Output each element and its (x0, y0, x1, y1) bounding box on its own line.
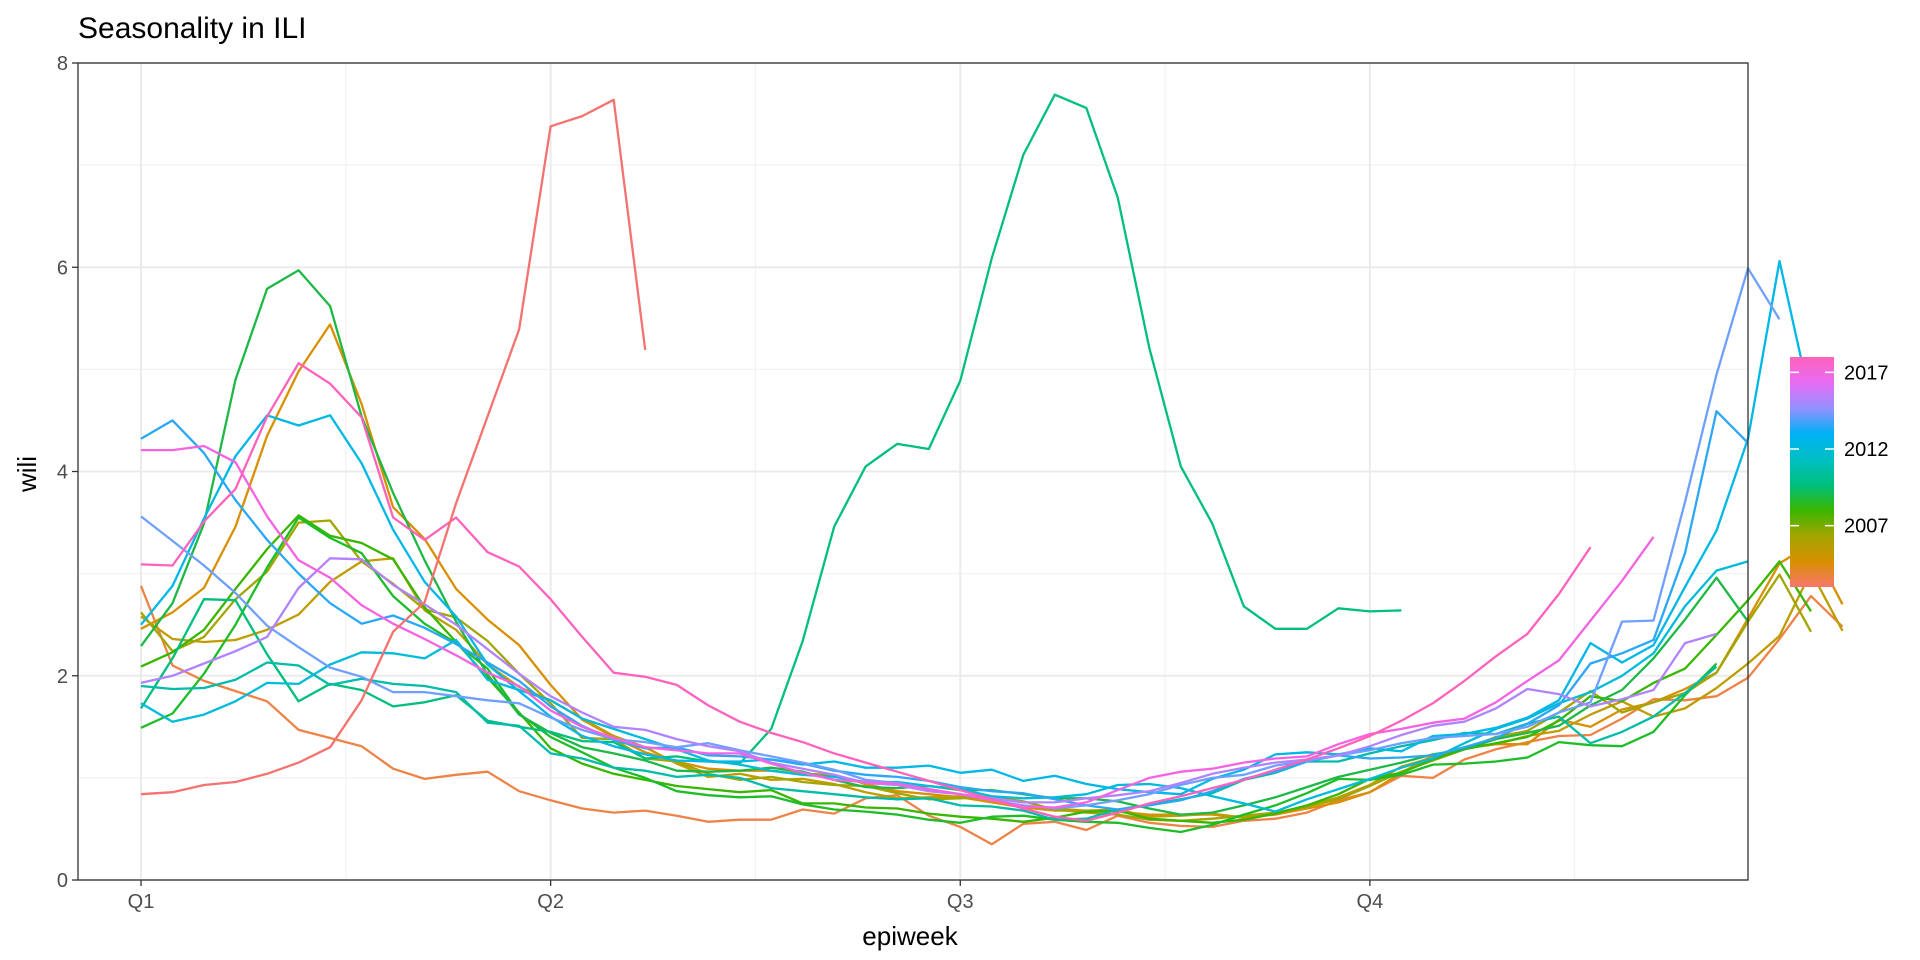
series-line-2016 (140, 557, 1717, 804)
y-tick-label: 6 (57, 257, 68, 279)
y-axis-title: wili (12, 456, 42, 493)
x-tick-label: Q4 (1357, 891, 1384, 913)
x-axis-title: epiweek (862, 921, 958, 951)
y-tick-label: 2 (57, 666, 68, 688)
series-line-2018 (140, 98, 647, 796)
legend-label: 2012 (1844, 439, 1889, 461)
y-tick-label: 4 (57, 462, 68, 484)
color-legend: 2017 2012 2007 (1790, 357, 1889, 587)
series-line-2007 (140, 514, 1812, 824)
y-tick-label: 0 (57, 870, 68, 892)
series-line-2017 (141, 444, 1655, 809)
legend-label: 2017 (1844, 362, 1889, 384)
series-lines (139, 93, 1844, 846)
chart-title: Seasonality in ILI (78, 12, 306, 45)
axes: 0 2 4 6 8 Q1 Q2 Q3 Q4 (57, 53, 1383, 913)
series-line-2017 (140, 362, 1592, 822)
series-line-2013 (140, 259, 1813, 796)
x-tick-label: Q3 (947, 891, 974, 913)
x-tick-label: Q2 (537, 891, 564, 913)
legend-colorbar (1790, 357, 1834, 587)
series-line-2008 (140, 516, 1718, 834)
series-line-2010 (140, 93, 1402, 765)
legend-label: 2007 (1844, 516, 1889, 538)
y-tick-label: 8 (57, 53, 68, 75)
grid (78, 62, 1748, 881)
x-tick-label: Q1 (128, 891, 155, 913)
series-line-2014 (140, 410, 1749, 811)
series-line-2003 (139, 585, 1844, 846)
